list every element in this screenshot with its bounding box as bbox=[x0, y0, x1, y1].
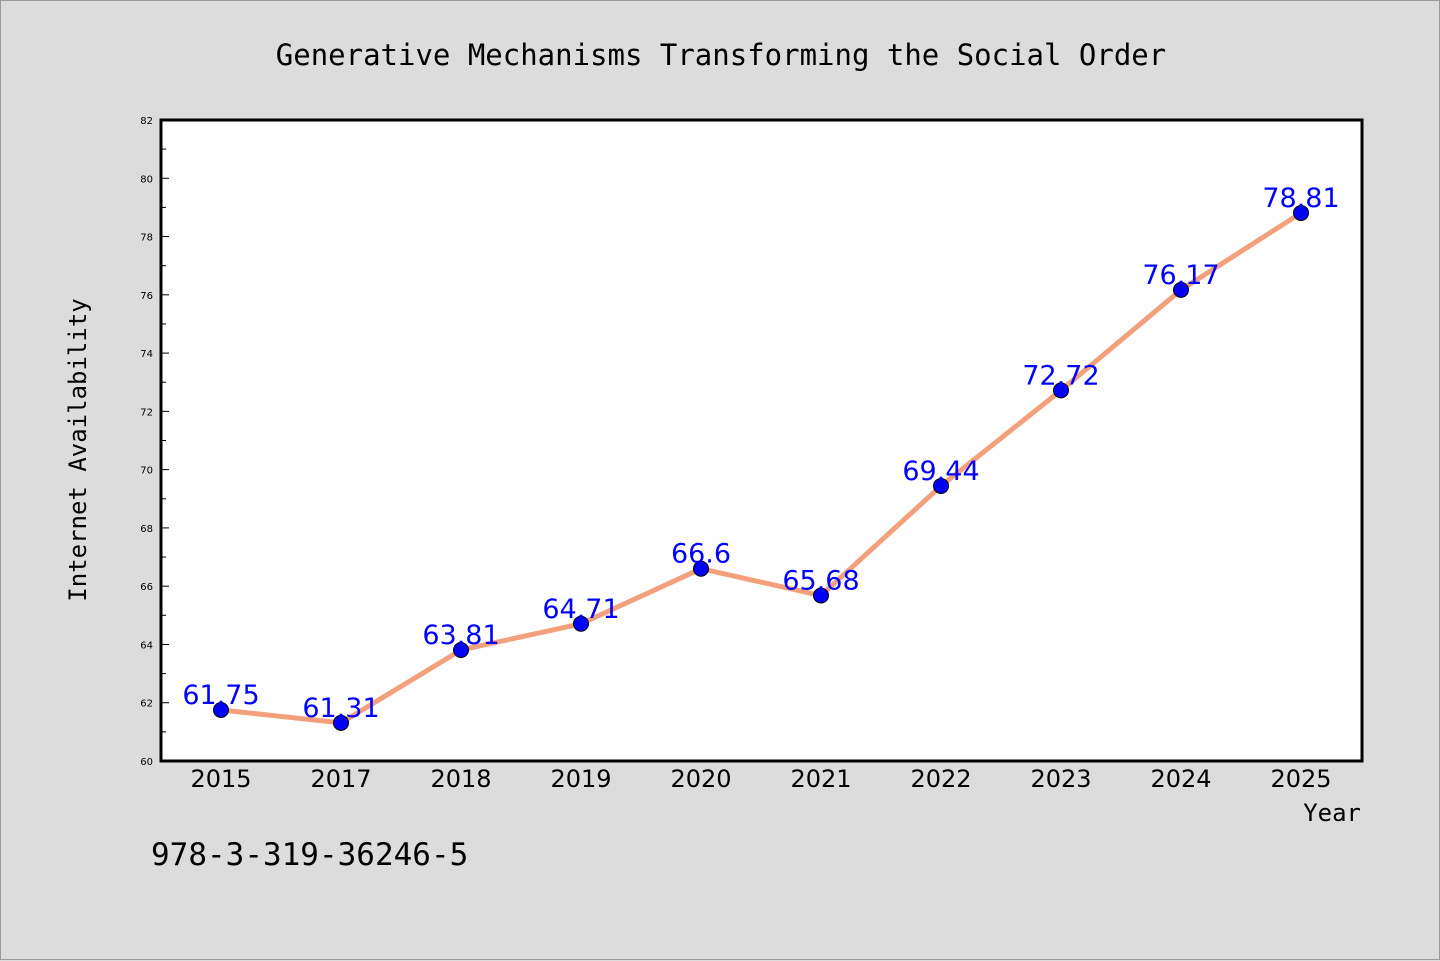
x-tick-label: 2021 bbox=[790, 765, 851, 793]
chart-title: Generative Mechanisms Transforming the S… bbox=[276, 38, 1166, 72]
y-tick-label: 68 bbox=[140, 524, 153, 535]
data-labels: 61.75 61.31 63.81 64.71 66.6 65.68 69.44 72.72 7… bbox=[182, 183, 1339, 724]
x-tick-label: 2023 bbox=[1030, 765, 1091, 793]
y-tick-label: 76 bbox=[140, 291, 153, 302]
data-point bbox=[1293, 204, 1309, 221]
y-tick-label: 62 bbox=[140, 699, 153, 710]
x-tick-label: 2024 bbox=[1150, 765, 1211, 793]
data-label: 61.31 bbox=[302, 693, 379, 724]
data-label: 64.71 bbox=[542, 594, 619, 625]
series-line bbox=[220, 210, 1303, 726]
data-label: 69.44 bbox=[902, 456, 979, 487]
isbn-text: 978-3-319-36246-5 bbox=[151, 837, 468, 873]
data-point bbox=[1053, 382, 1069, 399]
x-tick-label: 2015 bbox=[190, 765, 251, 793]
x-tick-label: 2018 bbox=[430, 765, 491, 793]
x-tick-label: 2019 bbox=[550, 765, 611, 793]
data-point bbox=[813, 587, 829, 604]
y-tick-label: 72 bbox=[140, 407, 153, 418]
y-tick-label: 78 bbox=[140, 233, 153, 244]
data-label: 65.68 bbox=[782, 566, 859, 597]
y-tick-label: 64 bbox=[140, 640, 153, 651]
data-label: 76.17 bbox=[1142, 260, 1219, 291]
y-tick-label: 66 bbox=[140, 582, 153, 593]
y-tick-label: 80 bbox=[140, 174, 153, 185]
y-tick-label: 74 bbox=[140, 349, 153, 360]
series-markers bbox=[213, 204, 1309, 731]
data-point bbox=[213, 702, 229, 719]
data-label: 61.75 bbox=[182, 680, 259, 711]
data-label: 78.81 bbox=[1262, 183, 1339, 214]
y-tick-label: 60 bbox=[140, 757, 153, 768]
data-point bbox=[453, 641, 469, 658]
x-tick-label: 2025 bbox=[1270, 765, 1331, 793]
data-point bbox=[693, 560, 709, 577]
x-axis-label: Year bbox=[1303, 799, 1361, 827]
data-label: 66.6 bbox=[671, 539, 731, 570]
plot-area bbox=[159, 118, 1364, 763]
data-point bbox=[933, 477, 949, 494]
data-label: 63.81 bbox=[422, 620, 499, 651]
data-label: 72.72 bbox=[1022, 360, 1099, 391]
data-point bbox=[1173, 281, 1189, 298]
x-tick-label: 2022 bbox=[910, 765, 971, 793]
y-tick-label: 82 bbox=[140, 116, 153, 127]
x-axis: 2015 2017 2018 2019 2020 2021 2022 2023 2024 2025 bbox=[190, 765, 1331, 793]
x-tick-label: 2020 bbox=[670, 765, 731, 793]
data-point bbox=[573, 615, 589, 632]
x-tick-label: 2017 bbox=[310, 765, 371, 793]
y-tick-label: 70 bbox=[140, 466, 153, 477]
y-axis: 60 62 64 66 68 70 72 74 76 78 80 82 bbox=[140, 116, 169, 768]
data-point bbox=[333, 714, 349, 731]
y-axis-label: Internet Availability bbox=[64, 298, 92, 601]
